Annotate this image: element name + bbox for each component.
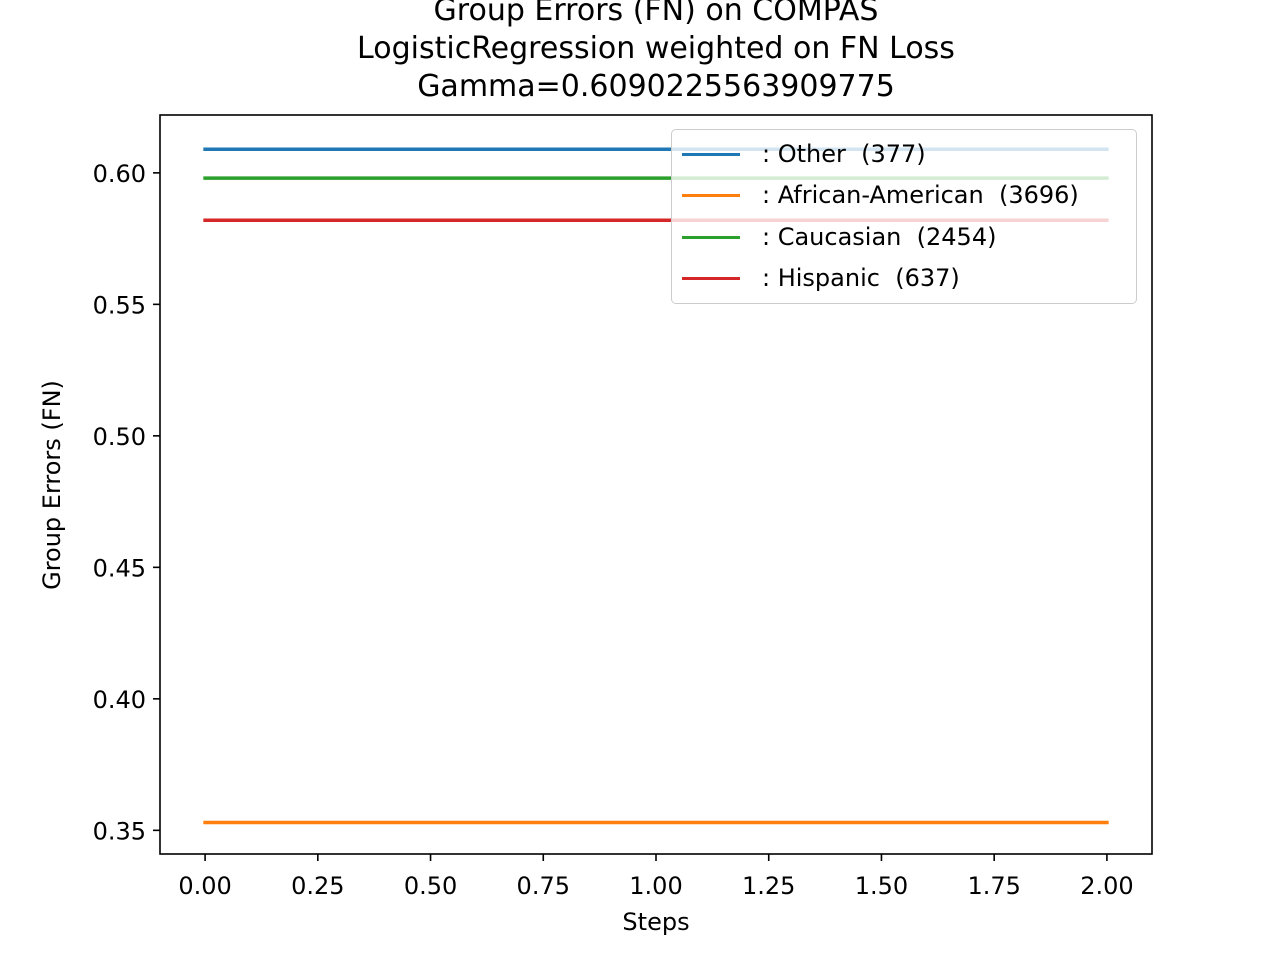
y-axis-label: Group Errors (FN) xyxy=(38,380,66,590)
chart-title-line-1: Group Errors (FN) on COMPAS xyxy=(433,0,879,28)
chart-title-line-3: Gamma=0.6090225563909775 xyxy=(417,69,895,104)
x-tick-label: 1.75 xyxy=(967,872,1020,900)
y-axis-ticks: 0.35 0.40 0.45 0.50 0.55 0.60 xyxy=(93,160,160,845)
chart-title-line-2: LogisticRegression weighted on FN Loss xyxy=(357,31,955,66)
legend: : Other (377) : African-American (3696) … xyxy=(671,129,1137,304)
y-tick-label: 0.35 xyxy=(93,817,146,845)
x-tick-label: 0.75 xyxy=(517,872,570,900)
x-tick-label: 0.50 xyxy=(404,872,457,900)
x-axis-ticks: 0.00 0.25 0.50 0.75 1.00 1.25 1.50 1.75 2.00 xyxy=(178,854,1134,900)
legend-item-african-american: : African-American (3696) xyxy=(682,180,1079,210)
legend-swatch-hispanic xyxy=(682,276,740,280)
y-tick-label: 0.55 xyxy=(93,291,146,319)
x-tick-label: 2.00 xyxy=(1080,872,1133,900)
x-tick-label: 0.00 xyxy=(178,872,231,900)
legend-swatch-other xyxy=(682,152,740,156)
x-axis-label: Steps xyxy=(622,908,690,936)
x-tick-label: 1.25 xyxy=(742,872,795,900)
legend-label-african-american: : African-American (3696) xyxy=(762,181,1079,209)
legend-swatch-caucasian xyxy=(682,235,740,239)
legend-label-other: : Other (377) xyxy=(762,140,926,168)
legend-label-caucasian: : Caucasian (2454) xyxy=(762,223,997,251)
x-tick-label: 1.00 xyxy=(629,872,682,900)
legend-label-hispanic: : Hispanic (637) xyxy=(762,264,960,292)
y-tick-label: 0.60 xyxy=(93,160,146,188)
legend-item-caucasian: : Caucasian (2454) xyxy=(682,222,996,252)
y-tick-label: 0.40 xyxy=(93,686,146,714)
legend-swatch-african-american xyxy=(682,193,740,197)
y-tick-label: 0.45 xyxy=(93,554,146,582)
legend-item-other: : Other (377) xyxy=(682,139,926,169)
legend-item-hispanic: : Hispanic (637) xyxy=(682,263,960,293)
x-tick-label: 0.25 xyxy=(291,872,344,900)
y-tick-label: 0.50 xyxy=(93,423,146,451)
x-tick-label: 1.50 xyxy=(855,872,908,900)
